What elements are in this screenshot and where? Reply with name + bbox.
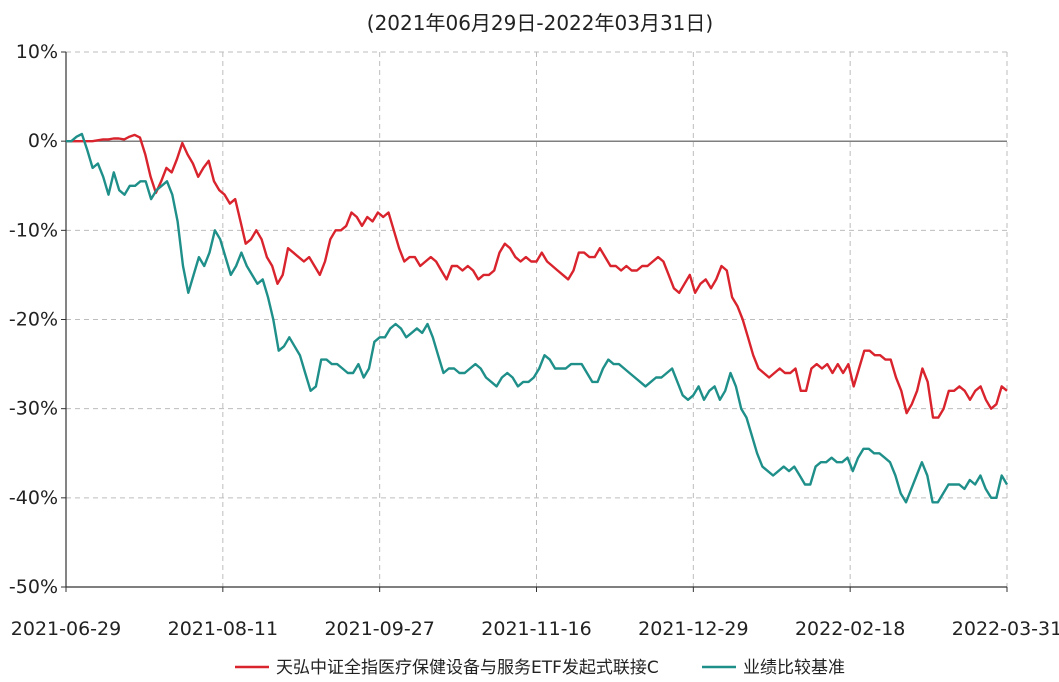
y-tick-label: 0%	[28, 130, 58, 152]
y-tick-label: 10%	[16, 41, 58, 63]
benchmark-line	[66, 132, 1009, 504]
legend-label-benchmark: 业绩比较基准	[743, 658, 845, 678]
grid-lines	[66, 51, 1008, 588]
x-tick-label: 2021-08-11	[168, 618, 278, 640]
legend-label-fund: 天弘中证全指医疗保健设备与服务ETF发起式联接C	[276, 658, 659, 678]
chart-title: (2021年06月29日-2022年03月31日)	[367, 11, 713, 35]
legend: 天弘中证全指医疗保健设备与服务ETF发起式联接C 业绩比较基准	[235, 658, 845, 678]
x-axis-ticks: 2021-06-29 2021-08-11 2021-09-27 2021-11-16…	[11, 587, 1059, 640]
x-tick-label: 2021-09-27	[324, 618, 434, 640]
x-tick-label: 2022-02-18	[795, 618, 905, 640]
y-axis-ticks: 10% 0% -10% -20% -30% -40% -50%	[9, 41, 66, 598]
series-lines	[66, 132, 1009, 504]
x-tick-label: 2021-06-29	[11, 618, 121, 640]
y-tick-label: -20%	[9, 309, 58, 331]
y-tick-label: -50%	[9, 576, 58, 598]
x-tick-label: 2021-11-16	[481, 618, 591, 640]
x-tick-label: 2022-03-31	[952, 618, 1059, 640]
x-tick-label: 2021-12-29	[638, 618, 748, 640]
y-tick-label: -40%	[9, 487, 58, 509]
y-tick-label: -10%	[9, 219, 58, 241]
y-tick-label: -30%	[9, 398, 58, 420]
fund-line	[66, 133, 1008, 419]
